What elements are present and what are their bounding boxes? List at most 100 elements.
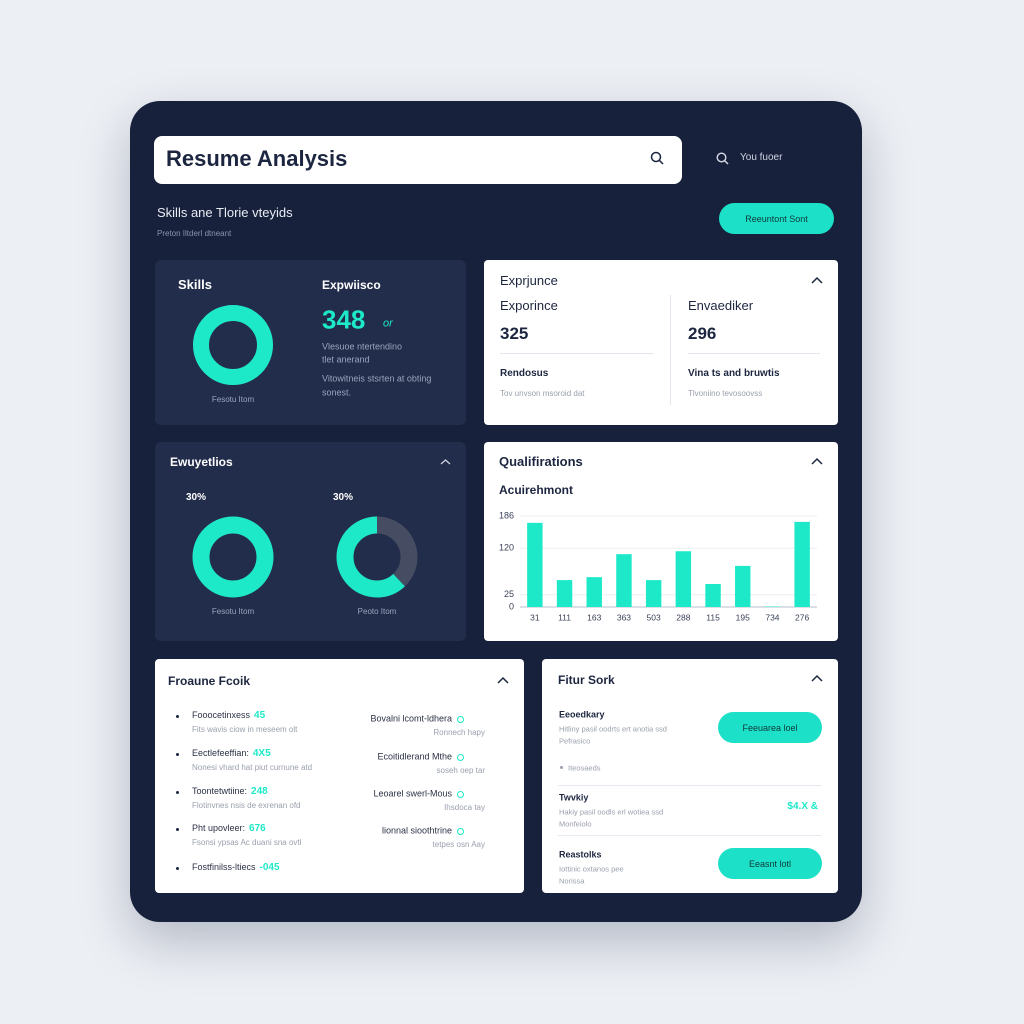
bullet (176, 752, 179, 756)
side-item-name: Leoarel swerl-Mous (373, 788, 452, 799)
x-tick-label: 195 (736, 612, 750, 622)
y-tick-label: 120 (499, 543, 514, 553)
bullet (176, 714, 179, 718)
item-text: Nonesi vhard hat piut curnune atd (192, 763, 313, 773)
entry-button[interactable]: Feeuarea loel (718, 712, 822, 743)
x-tick-label: 276 (795, 612, 809, 622)
side-item-icon (457, 790, 464, 798)
stat-line: Vlesuoe ntertendino (322, 341, 403, 352)
item-text: Fsonsi ypsas Ac duani sna ovtl (192, 838, 302, 848)
list-item: Fooocetinxess 45 (192, 710, 265, 722)
item-text: Flotinvnes nsis de exrenan ofd (192, 801, 301, 811)
column-label: Rendosus (500, 368, 549, 379)
entry-line: Iottinic oxtanos pee (559, 864, 624, 874)
side-item-name: lionnal sioothtrine (381, 825, 452, 836)
side-item-icon (457, 827, 464, 835)
chevron[interactable] (497, 676, 509, 684)
item-name: Fooocetinxess (192, 710, 251, 720)
item-value: 45 (254, 710, 266, 721)
donut-percent: 30% (333, 492, 354, 503)
entry-name: Eeoedkary (559, 709, 605, 720)
donut-arc (336, 516, 418, 598)
card-title: Skills (178, 277, 212, 293)
list-item: Eectlefeeffian: 4X5 (192, 748, 271, 760)
entry-tag: Iteosaeds (568, 763, 601, 773)
entry-name: Twvkiy (559, 792, 589, 803)
side-item-text: Ronnech hapy (433, 728, 485, 738)
chart-title: Acuirehmont (499, 482, 574, 497)
entry-button[interactable]: Eeasnt lotl (718, 848, 822, 879)
list-item: Pht upovleer: 676 (192, 823, 266, 835)
entry-line: Norissa (559, 876, 585, 886)
tag-icon (560, 766, 563, 769)
divider (558, 785, 821, 786)
qualifications-card (484, 442, 838, 641)
divider (688, 353, 820, 354)
bar (645, 580, 662, 607)
button-label: Reeuntont Sont (745, 213, 808, 224)
donut-label: Fesotu Itom (211, 607, 255, 617)
side-item-text: Ihsdoca tay (444, 803, 485, 813)
item-name: Pht upovleer: (192, 823, 246, 833)
entry-line: Monfeiolo (559, 819, 592, 829)
chevron[interactable] (811, 674, 823, 682)
entry-name: Reastolks (559, 849, 602, 860)
bullet (176, 790, 179, 794)
chevron[interactable] (440, 458, 451, 466)
column-value: 296 (688, 323, 717, 343)
column-divider (670, 295, 671, 405)
donut (336, 516, 418, 598)
item-value: 4X5 (252, 748, 271, 759)
search-title: Resume Analysis (166, 145, 348, 171)
donut-label: Peoto Itom (357, 607, 397, 617)
divider (558, 835, 821, 836)
stat-line: tlet anerand (322, 354, 370, 365)
donut (192, 516, 274, 598)
header-button[interactable]: Reeuntont Sont (719, 203, 834, 234)
card-title: Qualifirations (499, 454, 583, 470)
y-tick-label: 186 (499, 510, 514, 520)
stat-value: 348 (322, 304, 366, 335)
user-search-icon[interactable] (715, 151, 730, 166)
x-tick-label: 31 (530, 612, 540, 622)
note: Preton Iltderl dtneant (157, 229, 232, 239)
bar (794, 521, 810, 607)
side-item-name: Ecoitidlerand Mthe (377, 751, 452, 762)
item-value: 676 (249, 823, 266, 834)
button-label: Feeuarea loel (742, 722, 798, 733)
bar (735, 565, 751, 607)
entry-line: Pefrasico (559, 736, 591, 746)
list-item: Fostfinilss-ltiecs -045 (192, 862, 280, 874)
focus-card (155, 659, 524, 893)
chevron[interactable] (811, 276, 823, 284)
chevron[interactable] (811, 457, 823, 465)
x-tick-label: 115 (706, 612, 720, 622)
donut-label: Fesotu Itom (211, 395, 255, 405)
x-tick-label: 363 (617, 612, 631, 622)
subtitle: Skills ane Tlorie vteyids (157, 205, 293, 221)
stat-line: Vitowitneis stsrten at obting (322, 373, 432, 384)
side-item-text: tetpes osn Aay (432, 840, 485, 850)
bar-chart: 0 25 120 186 31 111 163 363 503 288 115 195 734 276 (499, 510, 817, 622)
side-item-icon (457, 753, 464, 761)
card-title: Froaune Fcoik (168, 673, 251, 688)
search-bar[interactable] (154, 136, 682, 184)
entry-line: Hakiy pasil oodls erl wotiea ssd (559, 807, 664, 817)
card-title: Exprjunce (500, 273, 558, 289)
item-name: Fostfinilss-ltiecs (192, 862, 256, 872)
y-tick-label: 25 (504, 589, 514, 599)
x-tick-label: 288 (676, 612, 690, 622)
donut-arc (192, 516, 274, 598)
divider (500, 353, 654, 354)
search-icon[interactable] (649, 150, 665, 166)
column-heading: Envaediker (688, 298, 754, 314)
column-value: 325 (500, 323, 529, 343)
bar (527, 522, 543, 607)
stat-line: sonest. (322, 387, 352, 398)
card-title: Ewuyetlios (170, 454, 233, 469)
column-heading: Exporince (500, 298, 558, 314)
donut-arc (193, 305, 273, 385)
column-text: Tov unvson msoroid dat (500, 389, 585, 399)
list-item: Toontetwtiine: 248 (192, 786, 268, 798)
